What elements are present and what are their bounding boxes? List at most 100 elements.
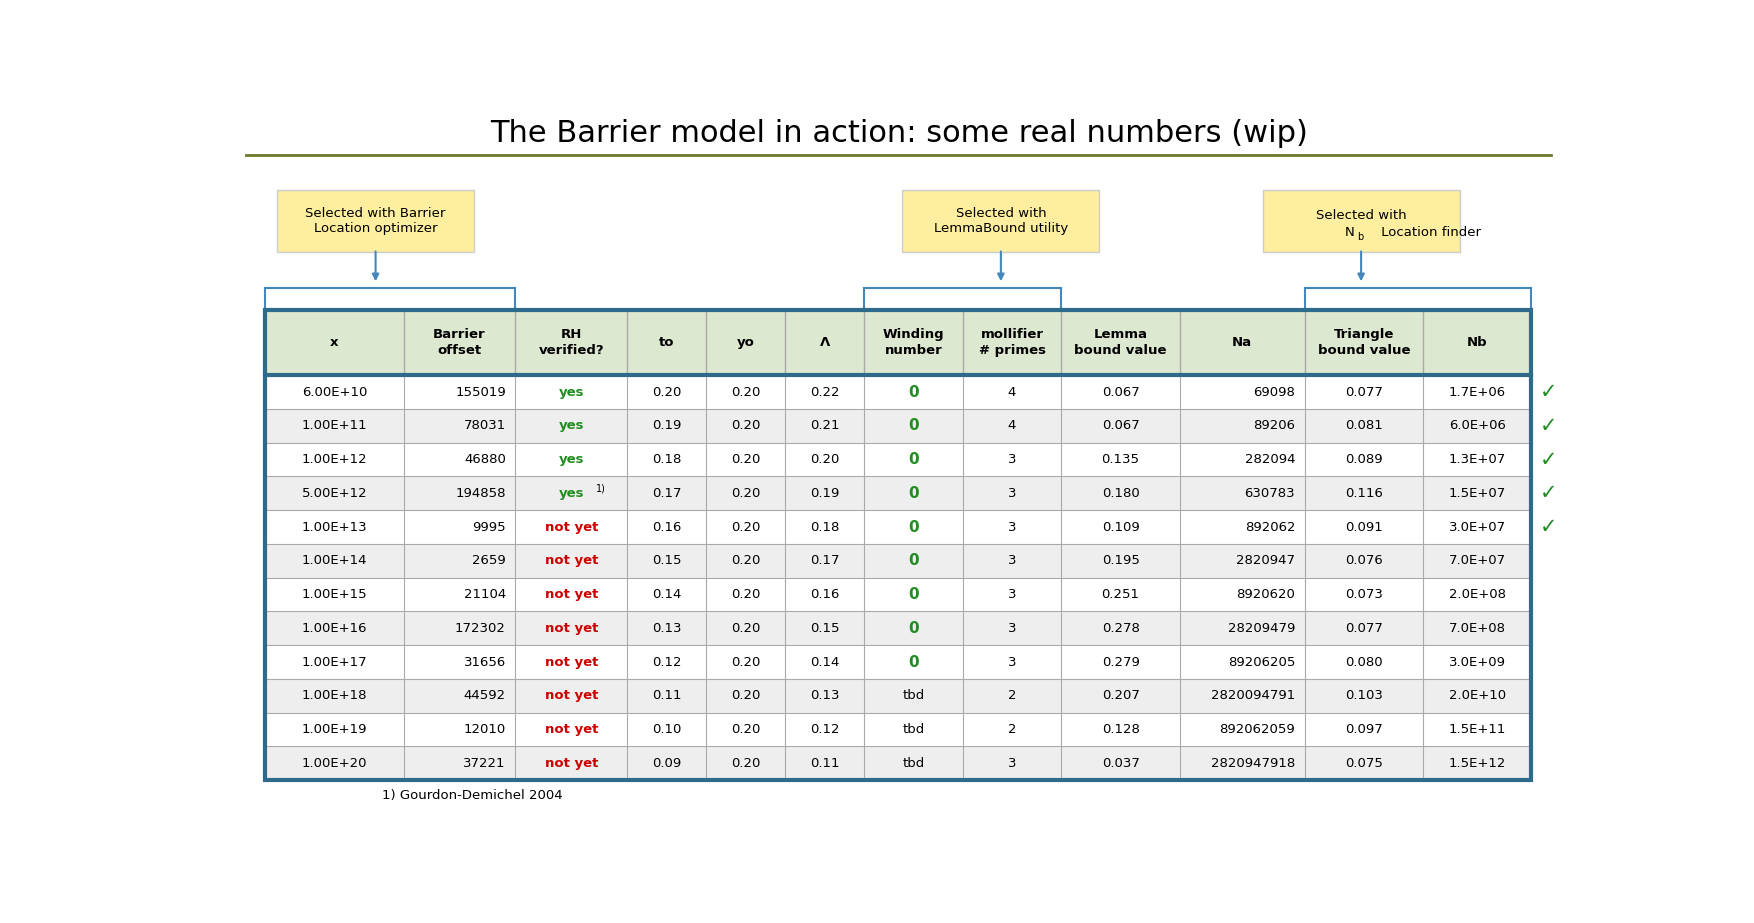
Text: 1.00E+11: 1.00E+11	[302, 419, 367, 432]
Text: b: b	[1358, 233, 1363, 242]
Text: 0.15: 0.15	[810, 622, 840, 635]
Text: Nb: Nb	[1466, 336, 1487, 349]
Text: 4: 4	[1009, 386, 1016, 399]
Text: 89206205: 89206205	[1228, 655, 1294, 668]
Bar	[265, 510, 1531, 544]
Text: Winding
number: Winding number	[882, 328, 944, 357]
Text: 0.20: 0.20	[731, 655, 759, 668]
Text: RH
verified?: RH verified?	[538, 328, 603, 357]
Text: 0.089: 0.089	[1345, 453, 1382, 466]
Text: 1.00E+18: 1.00E+18	[302, 689, 367, 702]
Bar	[265, 544, 1531, 578]
Text: 1.00E+14: 1.00E+14	[302, 555, 367, 568]
Text: 0.18: 0.18	[652, 453, 681, 466]
Text: 0.20: 0.20	[731, 555, 759, 568]
Text: Selected with: Selected with	[1316, 209, 1407, 222]
Text: 3.0E+09: 3.0E+09	[1449, 655, 1505, 668]
Text: 0.073: 0.073	[1345, 588, 1382, 601]
Text: 0.09: 0.09	[652, 757, 681, 770]
Text: 0: 0	[909, 621, 919, 636]
Text: 3: 3	[1009, 757, 1016, 770]
Text: 0.076: 0.076	[1345, 555, 1382, 568]
Text: not yet: not yet	[545, 622, 598, 635]
FancyBboxPatch shape	[1263, 189, 1459, 252]
Text: 892062: 892062	[1245, 521, 1294, 533]
Bar	[265, 713, 1531, 747]
Text: 1.5E+12: 1.5E+12	[1449, 757, 1505, 770]
Text: ✓: ✓	[1540, 484, 1558, 503]
Text: 69098: 69098	[1254, 386, 1294, 399]
Text: Selected with
LemmaBound utility: Selected with LemmaBound utility	[933, 207, 1068, 235]
Text: 1.00E+19: 1.00E+19	[302, 723, 367, 737]
Text: 2: 2	[1009, 689, 1016, 702]
Text: 0.17: 0.17	[810, 555, 840, 568]
Text: tbd: tbd	[902, 689, 924, 702]
Text: 0.19: 0.19	[652, 419, 681, 432]
Bar	[265, 310, 1531, 375]
Text: 0: 0	[909, 520, 919, 534]
Text: 172302: 172302	[454, 622, 505, 635]
Text: 1.5E+11: 1.5E+11	[1449, 723, 1505, 737]
Text: 2: 2	[1009, 723, 1016, 737]
Text: 44592: 44592	[463, 689, 505, 702]
Text: 0.067: 0.067	[1102, 386, 1140, 399]
Text: not yet: not yet	[545, 723, 598, 737]
Text: 194858: 194858	[456, 486, 505, 499]
Text: not yet: not yet	[545, 588, 598, 601]
Text: 6.0E+06: 6.0E+06	[1449, 419, 1505, 432]
Text: 892062059: 892062059	[1219, 723, 1294, 737]
Text: 2820947918: 2820947918	[1210, 757, 1294, 770]
Text: tbd: tbd	[902, 757, 924, 770]
Text: 0.16: 0.16	[652, 521, 681, 533]
Text: 28209479: 28209479	[1228, 622, 1294, 635]
FancyBboxPatch shape	[902, 189, 1100, 252]
Text: 1.5E+07: 1.5E+07	[1449, 486, 1505, 499]
Bar	[265, 476, 1531, 510]
Text: 6.00E+10: 6.00E+10	[302, 386, 367, 399]
Text: 0.20: 0.20	[731, 386, 759, 399]
Text: ✓: ✓	[1540, 517, 1558, 537]
Text: 0.067: 0.067	[1102, 419, 1140, 432]
Text: Location finder: Location finder	[1377, 226, 1482, 239]
Text: 0.18: 0.18	[810, 521, 838, 533]
Text: 0: 0	[909, 485, 919, 501]
Text: 78031: 78031	[463, 419, 505, 432]
Text: 0.20: 0.20	[810, 453, 838, 466]
Text: 0.11: 0.11	[652, 689, 682, 702]
Text: 21104: 21104	[463, 588, 505, 601]
Text: 0.12: 0.12	[810, 723, 840, 737]
Text: 0.20: 0.20	[731, 486, 759, 499]
Text: 0.180: 0.180	[1102, 486, 1140, 499]
Text: 0.097: 0.097	[1345, 723, 1382, 737]
Text: not yet: not yet	[545, 555, 598, 568]
Text: 1.00E+20: 1.00E+20	[302, 757, 367, 770]
Text: 0.20: 0.20	[731, 622, 759, 635]
Text: 282094: 282094	[1245, 453, 1294, 466]
Text: 0.075: 0.075	[1345, 757, 1382, 770]
Text: 5.00E+12: 5.00E+12	[302, 486, 367, 499]
Text: yo: yo	[737, 336, 754, 349]
Text: Triangle
bound value: Triangle bound value	[1317, 328, 1410, 357]
Text: 0.20: 0.20	[731, 588, 759, 601]
Text: 0.13: 0.13	[810, 689, 840, 702]
Text: not yet: not yet	[545, 757, 598, 770]
Text: 4: 4	[1009, 419, 1016, 432]
Bar	[265, 679, 1531, 713]
Text: yes: yes	[558, 453, 584, 466]
Text: 0.17: 0.17	[652, 486, 682, 499]
Text: 3: 3	[1009, 555, 1016, 568]
Text: 0.20: 0.20	[731, 757, 759, 770]
Text: 3: 3	[1009, 622, 1016, 635]
Text: not yet: not yet	[545, 655, 598, 668]
Text: 0.278: 0.278	[1102, 622, 1140, 635]
Text: 1.7E+06: 1.7E+06	[1449, 386, 1505, 399]
Text: 1.00E+15: 1.00E+15	[302, 588, 367, 601]
Bar	[265, 578, 1531, 611]
Text: 0: 0	[909, 385, 919, 400]
Text: Selected with Barrier
Location optimizer: Selected with Barrier Location optimizer	[305, 207, 446, 235]
Text: 630783: 630783	[1245, 486, 1294, 499]
Text: 2820094791: 2820094791	[1210, 689, 1294, 702]
Text: 0.20: 0.20	[731, 453, 759, 466]
Text: 1.3E+07: 1.3E+07	[1449, 453, 1505, 466]
Text: 0.13: 0.13	[652, 622, 682, 635]
